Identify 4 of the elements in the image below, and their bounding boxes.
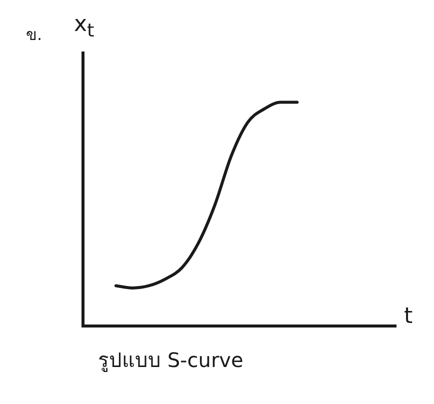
text: รูปแบบ S-curve [98, 347, 244, 374]
chart-title: ข. [26, 24, 42, 46]
y-axis-title: x$_{t}$ [74, 12, 94, 42]
x-axis-title: t [404, 304, 413, 329]
